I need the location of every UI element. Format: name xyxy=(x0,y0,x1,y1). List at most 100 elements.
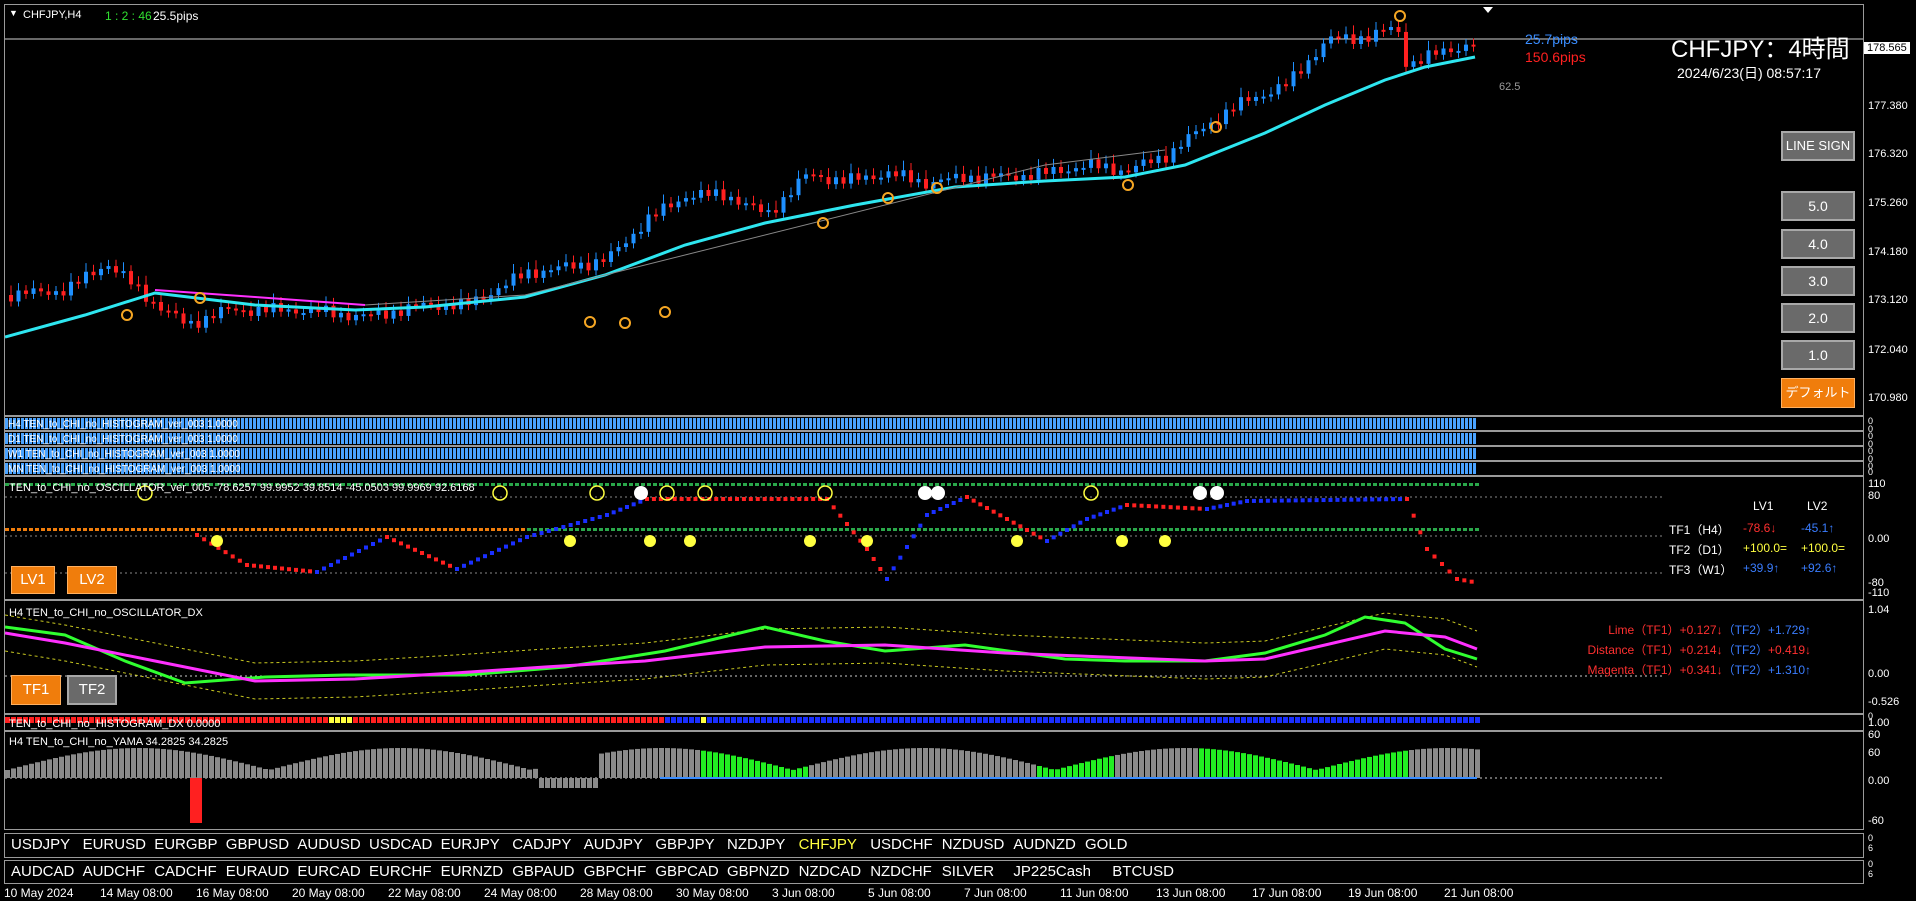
histogram-bar xyxy=(1013,448,1016,459)
oscillator-mid-dot xyxy=(767,528,771,531)
symbol-nzdjpy[interactable]: NZDJPY xyxy=(727,836,786,853)
histogram-bar xyxy=(141,433,144,444)
symbol-nzdusd[interactable]: NZDUSD xyxy=(941,836,1005,853)
oscillator-dot xyxy=(845,522,849,526)
histogram-bar xyxy=(861,433,864,444)
histogram-bar xyxy=(153,433,156,444)
histogram-dx-bar xyxy=(1085,717,1090,723)
histogram-bar xyxy=(757,418,760,429)
symbol-gold[interactable]: GOLD xyxy=(1085,836,1128,853)
oscillator-top-dot xyxy=(35,483,39,486)
oscillator-top-dot xyxy=(365,483,369,486)
symbol-eurcad[interactable]: EURCAD xyxy=(297,863,361,880)
histogram-bar xyxy=(337,433,340,444)
symbol-silver[interactable]: SILVER xyxy=(941,863,995,880)
dx-row-name: Lime（TF1） xyxy=(1608,623,1680,637)
candle-body xyxy=(129,271,133,285)
symbol-btcusd[interactable]: BTCUSD xyxy=(1112,863,1174,880)
symbol-eurchf[interactable]: EURCHF xyxy=(369,863,432,880)
symbol-gbpaud[interactable]: GBPAUD xyxy=(512,863,575,880)
symbol-euraud[interactable]: EURAUD xyxy=(225,863,290,880)
symbol-nzdcad[interactable]: NZDCAD xyxy=(798,863,862,880)
symbol-nzdchf[interactable]: NZDCHF xyxy=(870,863,932,880)
symbol-chfjpy[interactable]: CHFJPY xyxy=(798,836,857,853)
histogram-dx-bar xyxy=(701,717,706,723)
yama-bar xyxy=(1235,752,1240,778)
symbol-gbpnzd[interactable]: GBPNZD xyxy=(727,863,790,880)
level-2-button[interactable]: 2.0 xyxy=(1781,303,1855,333)
line-sign-button[interactable]: LINE SIGN xyxy=(1781,131,1855,161)
histogram-bar xyxy=(961,433,964,444)
tf2-button[interactable]: TF2 xyxy=(67,675,117,705)
symbol-audusd[interactable]: AUDUSD xyxy=(297,836,361,853)
histogram-bar xyxy=(557,433,560,444)
symbol-cadchf[interactable]: CADCHF xyxy=(154,863,217,880)
histogram-bar xyxy=(269,433,272,444)
histogram-bar xyxy=(1301,418,1304,429)
histogram-label: D1 TEN_to_CHI_no_HISTOGRAM_ver_003 1.000… xyxy=(8,434,238,445)
histogram-bar xyxy=(921,418,924,429)
candle-body xyxy=(631,233,636,244)
default-button[interactable]: デフォルト xyxy=(1781,378,1855,408)
oscillator-dot xyxy=(539,531,544,535)
histogram-bar xyxy=(397,448,400,459)
main-chart-pane[interactable]: CHFJPY,H4 ▼ 1 : 2 : 46 25.5pips 25.7pips… xyxy=(4,4,1864,416)
histogram-bar xyxy=(1353,418,1356,429)
symbol-eurnzd[interactable]: EURNZD xyxy=(440,863,504,880)
yama-bar xyxy=(473,756,478,778)
histogram-bar xyxy=(281,463,284,474)
axis-tick: 6 xyxy=(1868,843,1874,853)
level-4-button[interactable]: 4.0 xyxy=(1781,229,1855,259)
symbol-eurgbp[interactable]: EURGBP xyxy=(154,836,218,853)
symbol-audnzd[interactable]: AUDNZD xyxy=(1013,836,1076,853)
tf1-button[interactable]: TF1 xyxy=(11,675,61,705)
oscillator-mid-dot xyxy=(1307,528,1311,531)
histogram-bar xyxy=(813,418,816,429)
symbol-audcad[interactable]: AUDCAD xyxy=(11,863,75,880)
symbol-eurusd[interactable]: EURUSD xyxy=(82,836,146,853)
level-3-button[interactable]: 3.0 xyxy=(1781,266,1855,296)
symbol-gbpusd[interactable]: GBPUSD xyxy=(225,836,290,853)
oscillator-dot xyxy=(504,544,508,549)
histogram-bar xyxy=(149,463,152,474)
lv1-button[interactable]: LV1 xyxy=(11,566,55,594)
dropdown-triangle-icon[interactable]: ▼ xyxy=(9,8,18,18)
symbol-jp225cash[interactable]: JP225Cash xyxy=(1013,863,1091,880)
oscillator-mid-dot xyxy=(125,528,129,531)
symbol-eurjpy[interactable]: EURJPY xyxy=(440,836,500,853)
symbol-cadjpy[interactable]: CADJPY xyxy=(512,836,572,853)
histogram-dx-bar xyxy=(803,717,808,723)
symbol-usdcad[interactable]: USDCAD xyxy=(369,836,433,853)
symbol-audjpy[interactable]: AUDJPY xyxy=(583,836,643,853)
symbol-usdchf[interactable]: USDCHF xyxy=(870,836,933,853)
histogram-dx-bar xyxy=(77,717,82,723)
symbol-gbpjpy[interactable]: GBPJPY xyxy=(655,836,715,853)
level-5-button[interactable]: 5.0 xyxy=(1781,191,1855,221)
histogram-dx-bar xyxy=(755,717,760,723)
symbol-gbpchf[interactable]: GBPCHF xyxy=(583,863,647,880)
oscillator-dx-pane[interactable]: H4 TEN_to_CHI_no_OSCILLATOR_DX TF1 TF2 L… xyxy=(4,600,1864,714)
oscillator-mid-dot xyxy=(1019,528,1023,531)
oscillator-dot xyxy=(1105,510,1109,514)
level-1-button[interactable]: 1.0 xyxy=(1781,340,1855,370)
oscillator-mid-dot xyxy=(41,528,45,531)
histogram-bar xyxy=(837,418,840,429)
oscillator-pane[interactable]: TEN_to_CHI_no_OSCILLATOR_ver_005 -78.625… xyxy=(4,476,1864,600)
histogram-bar xyxy=(225,418,228,429)
yama-pane[interactable]: H4 TEN_to_CHI_no_YAMA 34.2825 34.2825 xyxy=(4,731,1864,830)
symbol-gbpcad[interactable]: GBPCAD xyxy=(655,863,719,880)
histogram-bar xyxy=(1437,433,1440,444)
symbol-usdjpy[interactable]: USDJPY xyxy=(11,836,71,853)
histogram-bar xyxy=(1125,433,1128,444)
histogram-dx-bar xyxy=(1355,717,1360,723)
histogram-bar xyxy=(669,433,672,444)
oscillator-top-dot xyxy=(653,483,657,486)
histogram-bar xyxy=(525,418,528,429)
symbol-audchf[interactable]: AUDCHF xyxy=(82,863,146,880)
yama-bar xyxy=(389,748,394,778)
lv2-button[interactable]: LV2 xyxy=(67,566,117,594)
histogram-bar xyxy=(445,433,448,444)
histogram-bar xyxy=(897,418,900,429)
oscillator-mid-dot xyxy=(617,528,621,531)
candle-body xyxy=(234,308,238,311)
